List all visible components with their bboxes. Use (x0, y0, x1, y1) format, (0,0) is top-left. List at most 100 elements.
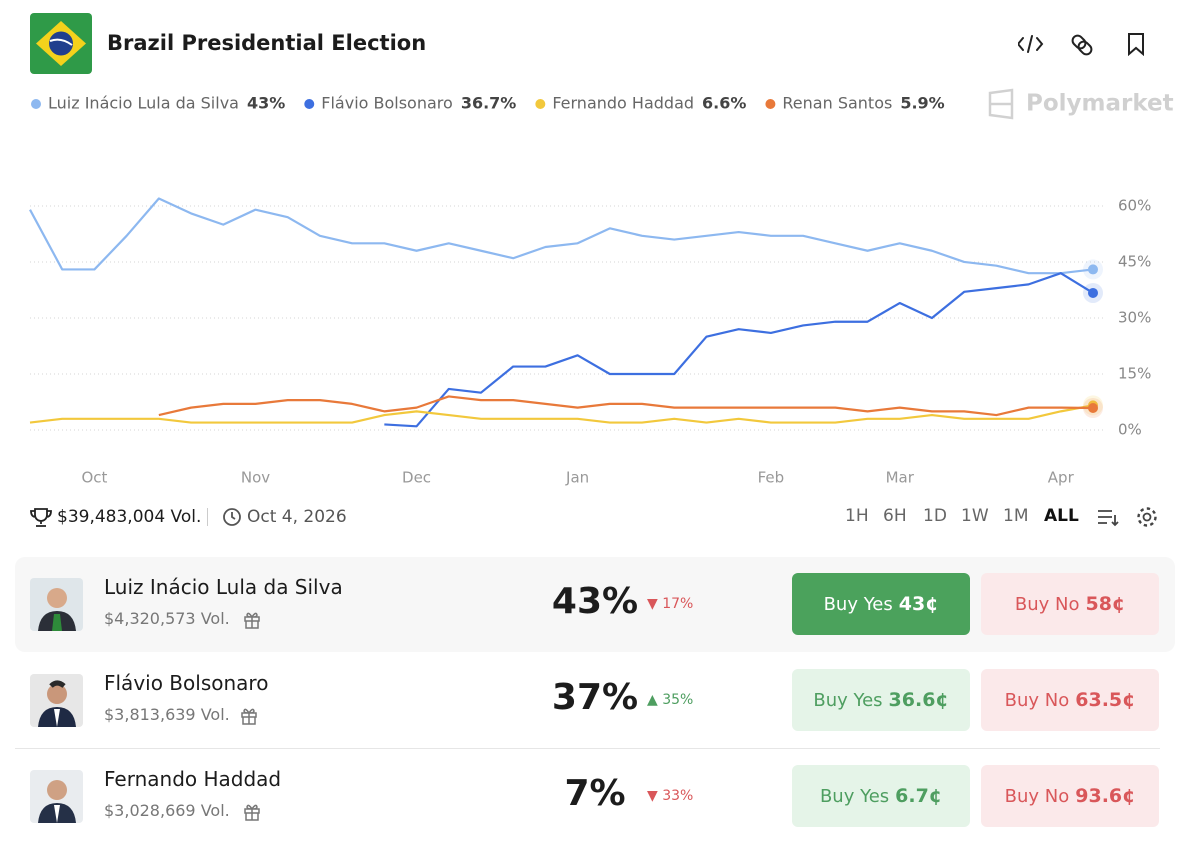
button-label: Buy Yes (823, 593, 893, 615)
change-value: 17% (662, 596, 694, 612)
outcome-change: ▼ 33% (647, 788, 693, 804)
flag (30, 13, 92, 74)
outcome-volume: $4,320,573 Vol. (104, 609, 230, 628)
series-line (29, 197, 1094, 275)
buy-no-button[interactable]: Buy No 93.6¢ (981, 765, 1159, 827)
outcome-chance: 7% (564, 773, 626, 814)
buy-no-button[interactable]: Buy No 58¢ (981, 573, 1159, 635)
change-value: 33% (662, 788, 694, 804)
y-tick-label: 15% (1118, 365, 1151, 383)
y-tick-label: 45% (1118, 252, 1151, 270)
outcome-name: Flávio Bolsonaro (104, 671, 269, 695)
settings-icon[interactable] (1137, 507, 1157, 527)
y-tick-label: 60% (1118, 196, 1151, 214)
end-point (1088, 287, 1098, 298)
outcome-change: ▼ 17% (647, 596, 693, 612)
outcome-name: Luiz Inácio Lula da Silva (104, 575, 343, 599)
legend-dot (535, 99, 546, 109)
legend-name: Flávio Bolsonaro (321, 94, 453, 113)
outcome-chance: 43% (551, 581, 639, 622)
gift-icon (244, 612, 260, 629)
clock-icon (223, 508, 241, 526)
outcome-row[interactable]: Fernando Haddad $3,028,669 Vol. 7% ▼ 33%… (15, 749, 1175, 844)
button-label: Buy No (1004, 689, 1070, 711)
avatar (30, 770, 83, 823)
page: Brazil Presidential Election Polymarket … (15, 13, 1175, 827)
no-price: 58¢ (1085, 593, 1126, 615)
title: Brazil Presidential Election (107, 31, 427, 55)
buy-yes-button[interactable]: Buy Yes 36.6¢ (792, 669, 970, 731)
gift-icon (241, 708, 257, 725)
button-label: Buy Yes (813, 689, 883, 711)
yes-price: 43¢ (898, 593, 939, 615)
x-tick-label: Oct (81, 469, 107, 487)
outcome-chance: 37% (551, 677, 639, 718)
sort-icon[interactable] (1098, 510, 1119, 527)
x-tick-label: Dec (402, 469, 431, 487)
yes-price: 6.7¢ (895, 785, 943, 807)
y-tick-label: 0% (1118, 421, 1142, 439)
y-tick-label: 30% (1118, 308, 1151, 326)
chart-controls (1098, 507, 1157, 527)
series-line (384, 272, 1094, 428)
legend-value: 43% (247, 94, 285, 113)
range-button[interactable]: 1W (961, 506, 989, 526)
range-button[interactable]: 1D (923, 506, 947, 526)
series-line (29, 404, 1094, 424)
x-tick-label: Feb (758, 469, 785, 487)
legend-value: 36.7% (461, 94, 517, 113)
x-tick-label: Apr (1048, 469, 1075, 487)
down-arrow: ▼ (647, 788, 658, 804)
total-volume: $39,483,004 Vol. (57, 507, 202, 527)
end-point (1088, 402, 1098, 413)
outcome-name: Fernando Haddad (104, 767, 282, 791)
outcome-row[interactable]: Luiz Inácio Lula da Silva $4,320,573 Vol… (15, 557, 1175, 652)
series-line (158, 395, 1094, 417)
legend-dot (304, 99, 315, 109)
legend-dot (31, 99, 41, 109)
link-icon[interactable] (1071, 34, 1094, 56)
watermark: Polymarket (988, 88, 1174, 120)
row-divider (15, 748, 1160, 749)
buy-no-button[interactable]: Buy No 63.5¢ (981, 669, 1159, 731)
legend-name: Renan Santos (782, 94, 892, 113)
legend-dot (765, 99, 776, 109)
outcome-volume: $3,813,639 Vol. (104, 705, 230, 724)
trophy-icon (30, 508, 52, 527)
button-label: Buy Yes (819, 785, 890, 807)
range-button[interactable]: ALL (1044, 506, 1079, 526)
divider (207, 508, 208, 526)
bookmark-icon[interactable] (1128, 33, 1144, 56)
range-button[interactable]: 1H (845, 506, 869, 526)
legend-value: 6.6% (702, 94, 746, 113)
yes-price: 36.6¢ (888, 689, 949, 711)
no-price: 93.6¢ (1075, 785, 1136, 807)
chart: Polymarket Luiz Inácio Lula da Silva 43% F… (29, 88, 1174, 487)
x-tick-label: Mar (886, 469, 915, 487)
gift-icon (244, 804, 260, 821)
brand: Polymarket (1026, 91, 1174, 117)
buy-yes-button[interactable]: Buy Yes 6.7¢ (792, 765, 970, 827)
end-point (1088, 264, 1098, 275)
down-arrow: ▼ (647, 596, 658, 612)
legend-value: 5.9% (900, 94, 944, 113)
outcome-row[interactable]: Flávio Bolsonaro $3,813,639 Vol. 37% ▲ 3… (15, 653, 1175, 748)
no-price: 63.5¢ (1075, 689, 1136, 711)
header-icons (1018, 33, 1144, 56)
avatar (30, 578, 83, 631)
change-value: 35% (662, 692, 694, 708)
legend-name: Luiz Inácio Lula da Silva (48, 94, 239, 113)
range-button[interactable]: 6H (883, 506, 907, 526)
embed-icon[interactable] (1018, 35, 1044, 53)
x-tick-label: Nov (241, 469, 270, 487)
outcome-change: ▲ 35% (647, 692, 693, 708)
end-date: Oct 4, 2026 (247, 507, 347, 527)
button-label: Buy No (1014, 593, 1080, 615)
legend-name: Fernando Haddad (552, 94, 694, 113)
range-button[interactable]: 1M (1003, 506, 1029, 526)
avatar (30, 674, 83, 727)
up-arrow: ▲ (647, 692, 658, 708)
button-label: Buy No (1004, 785, 1070, 807)
outcome-volume: $3,028,669 Vol. (104, 801, 230, 820)
buy-yes-button[interactable]: Buy Yes 43¢ (792, 573, 970, 635)
